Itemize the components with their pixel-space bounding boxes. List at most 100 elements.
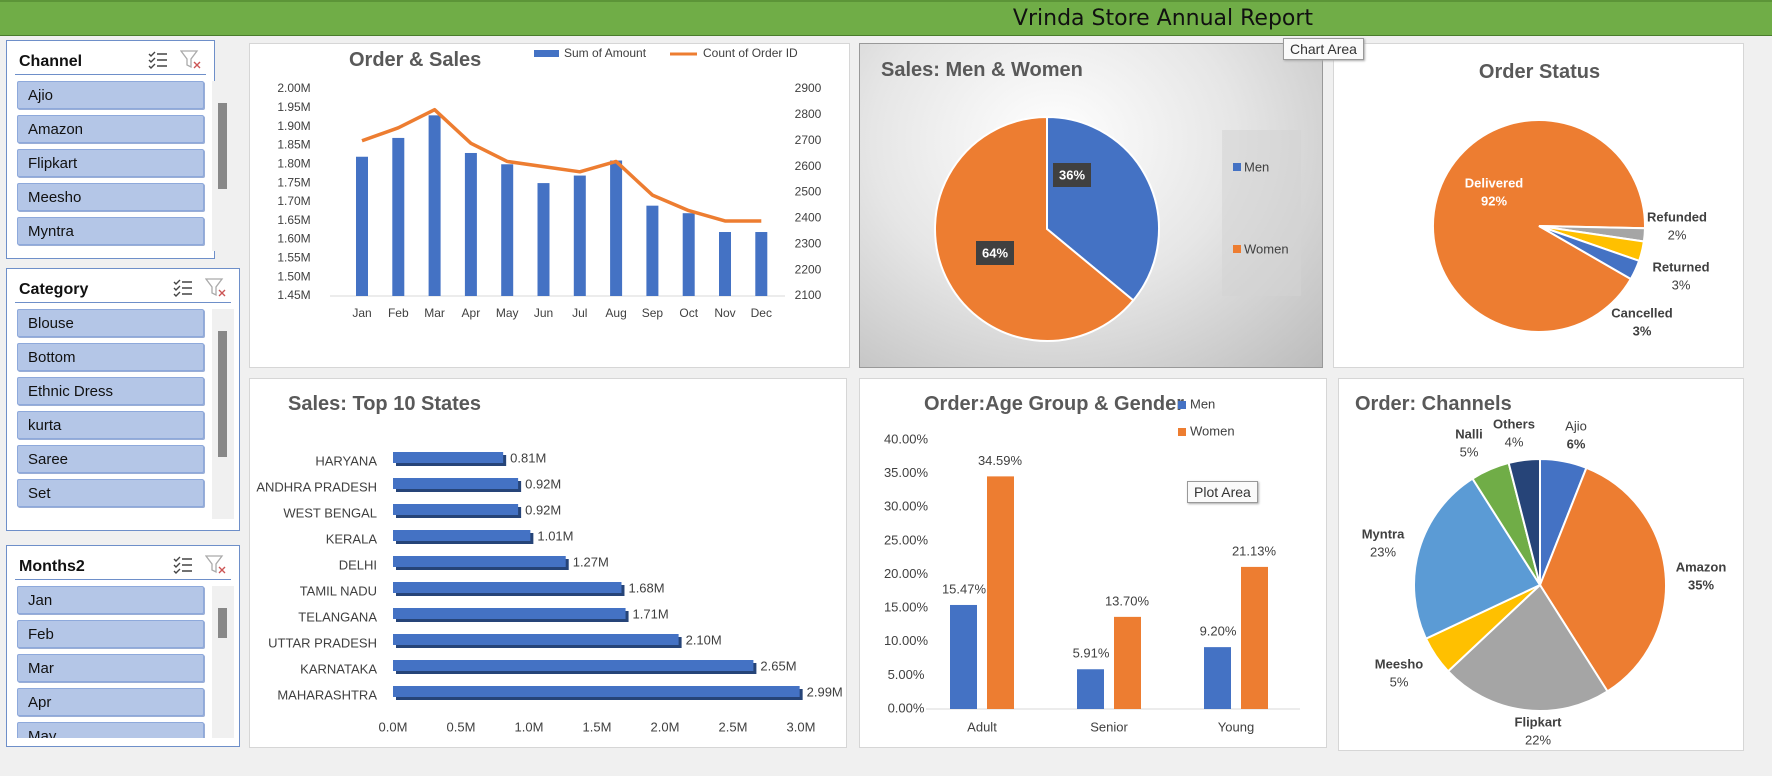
slicer-item[interactable]: Bottom [17,343,204,371]
plot-area-tooltip: Plot Area [1187,481,1258,503]
data-label: 36% [1059,167,1085,182]
data-label: 92% [1481,193,1507,208]
slicer-items: Jan Feb Mar Apr May [17,586,212,738]
data-label: 9.20% [1200,624,1237,639]
clear-filter-icon[interactable] [205,555,227,575]
slicer-title: Months2 [19,558,85,575]
slicer-item[interactable]: Set [17,479,204,507]
legend-label: Sum of Amount [564,46,647,60]
slicer-category: Category Blouse Bottom Ethnic Dress kurt… [6,268,240,531]
data-label: 1.68M [628,580,664,595]
slicer-item[interactable]: Amazon [17,115,204,143]
y-tick-label: TAMIL NADU [300,583,377,598]
x-tick-label: May [496,306,519,320]
slicer-item[interactable]: Feb [17,620,204,648]
x-tick-label: Sep [642,306,664,320]
y-tick-label: 0.00% [888,700,925,715]
y-tick-label: 1.65M [277,213,310,227]
slicer-scrollbar[interactable] [212,586,234,738]
channels-panel[interactable]: Order: Channels Ajio 6% Amazon 35% Flipkart 2… [1338,378,1744,751]
y-tick-label: HARYANA [315,453,377,468]
data-label: 5.91% [1073,646,1110,661]
y-tick-label: 1.55M [277,251,310,265]
order-status-panel[interactable]: Order Status Delivered 92% Refunded 2% Retur… [1333,43,1744,368]
y-tick-label: 25.00% [884,532,929,547]
data-label: Myntra [1362,526,1405,541]
y-tick-label: 10.00% [884,633,929,648]
y2-tick-label: 2500 [795,185,822,199]
data-label: Cancelled [1611,305,1672,320]
y-tick-label: 1.90M [277,119,310,133]
slicer-title: Channel [19,53,83,70]
slicer-item[interactable]: Saree [17,445,204,473]
bar [393,504,519,515]
pie-slice [1446,583,1609,712]
bar [356,156,368,296]
pie-slice [1538,225,1641,281]
top-states-panel[interactable]: Sales: Top 10 States 0.0M 0.5M 1.0M 1.5M 2.0… [249,378,847,748]
y-tick-label: MAHARASHTRA [277,687,377,702]
slicer-title: Category [19,281,89,298]
slicer-scrollbar[interactable] [212,309,234,519]
data-label: Flipkart [1515,714,1563,729]
slicer-item[interactable]: Blouse [17,309,204,337]
multi-select-icon[interactable] [173,279,193,297]
data-label: 5% [1390,674,1409,689]
scroll-thumb[interactable] [218,608,227,638]
y-tick-label: 1.60M [277,232,310,246]
y-tick-label: 30.00% [884,499,929,514]
x-tick-label: Jul [572,306,587,320]
bar [1204,647,1231,709]
bar [950,604,977,709]
y-tick-label: 40.00% [884,431,929,446]
multi-select-icon[interactable] [148,51,168,69]
slicer-item[interactable]: Mar [17,654,204,682]
y-tick-label: 5.00% [888,667,925,682]
slicer-header: Months2 [15,552,231,580]
data-label: 13.70% [1105,593,1150,608]
slicer-header: Channel [15,47,206,75]
slicer-item[interactable]: Ethnic Dress [17,377,204,405]
slicer-item[interactable]: Apr [17,688,204,716]
men-women-panel[interactable]: Sales: Men & Women 36% 64% Men Women [859,43,1323,368]
data-label: 22% [1525,732,1551,747]
slicer-item[interactable]: Flipkart [17,149,204,177]
slicer-item[interactable]: May [17,722,204,738]
y-tick-label: 1.45M [277,288,310,302]
x-tick-label: Young [1218,719,1254,734]
data-label: 0.92M [525,502,561,517]
bar [987,476,1014,709]
bar [537,183,550,296]
bar [393,660,754,671]
x-tick-label: 3.0M [787,719,816,734]
slicer-item[interactable]: Meesho [17,183,204,211]
bar [428,115,441,296]
x-tick-label: Senior [1090,719,1128,734]
data-label: 64% [982,245,1008,260]
bar [719,232,731,296]
clear-filter-icon[interactable] [205,278,227,298]
y-tick-label: 15.00% [884,600,929,615]
order-sales-panel[interactable]: Order & Sales 2.00M 1.95M 1.90M 1.85M 1.80M 1… [249,43,850,368]
scroll-thumb[interactable] [218,331,227,457]
slicer-scrollbar[interactable] [212,81,234,251]
y2-tick-label: 2800 [795,107,822,121]
multi-select-icon[interactable] [173,556,193,574]
slicer-item[interactable]: Ajio [17,81,204,109]
data-label: 3% [1672,277,1691,292]
slicer-item[interactable]: kurta [17,411,204,439]
data-label: Meesho [1375,656,1423,671]
slicer-item[interactable]: Myntra [17,217,204,245]
data-label: 0.92M [525,476,561,491]
scroll-thumb[interactable] [218,103,227,189]
age-gender-panel[interactable]: Order:Age Group & Gender 40.00% 35.00% 30.… [859,378,1327,748]
pie-slice [1432,119,1646,333]
data-label: 1.01M [537,528,573,543]
y2-tick-label: 2900 [795,81,822,95]
pie-slice [1413,477,1542,640]
y-tick-label: 1.85M [277,138,310,152]
slicer-item[interactable]: Jan [17,586,204,614]
y2-tick-label: 2600 [795,159,822,173]
clear-filter-icon[interactable] [180,50,202,70]
